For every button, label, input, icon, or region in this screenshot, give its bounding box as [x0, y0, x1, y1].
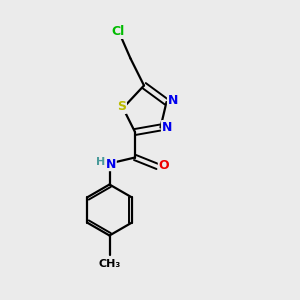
Text: N: N [162, 121, 172, 134]
Text: O: O [159, 159, 170, 172]
Text: Cl: Cl [112, 25, 125, 38]
Text: CH₃: CH₃ [98, 259, 121, 269]
Text: N: N [168, 94, 178, 107]
Text: H: H [97, 157, 106, 167]
Text: S: S [117, 100, 126, 113]
Text: N: N [106, 158, 116, 171]
